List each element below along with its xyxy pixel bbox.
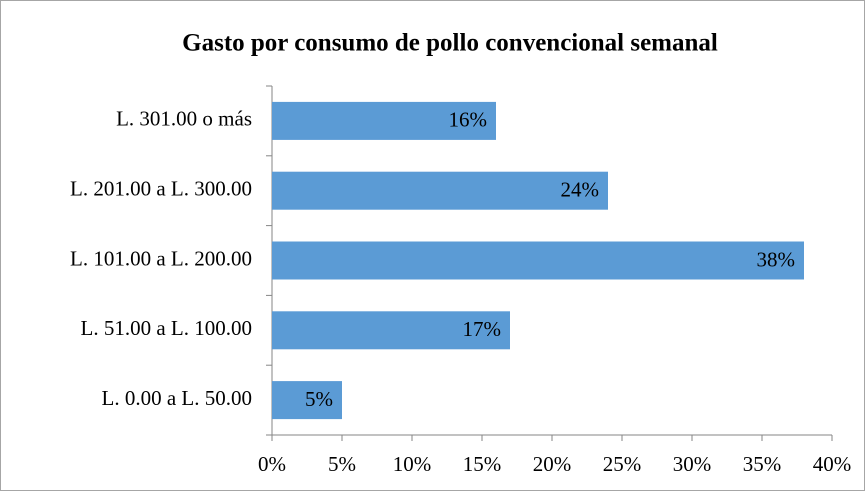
bar [272, 101, 496, 140]
y-tick-label: L. 301.00 o más [116, 107, 252, 131]
x-tick-label: 20% [533, 452, 572, 476]
data-label: 16% [449, 108, 488, 132]
x-tick-label: 0% [258, 452, 286, 476]
bar [272, 311, 510, 350]
x-tick-label: 15% [463, 452, 502, 476]
chart-title: Gasto por consumo de pollo convencional … [182, 30, 718, 57]
y-tick-label: L. 0.00 a L. 50.00 [102, 386, 252, 410]
y-tick-label: L. 51.00 a L. 100.00 [81, 316, 252, 340]
y-tick-label: L. 201.00 a L. 300.00 [70, 177, 252, 201]
bar [272, 381, 342, 420]
bar [272, 171, 608, 210]
x-tick-label: 35% [743, 452, 782, 476]
x-tick-label: 30% [673, 452, 712, 476]
x-tick-label: 5% [328, 452, 356, 476]
data-label: 38% [757, 247, 796, 271]
x-tick-label: 25% [603, 452, 642, 476]
data-label: 5% [305, 387, 333, 411]
x-tick-label: 10% [393, 452, 432, 476]
data-label: 17% [463, 317, 502, 341]
data-label: 24% [561, 178, 600, 202]
y-tick-label: L. 101.00 a L. 200.00 [70, 246, 252, 270]
bar [272, 241, 804, 280]
x-tick-label: 40% [813, 452, 852, 476]
